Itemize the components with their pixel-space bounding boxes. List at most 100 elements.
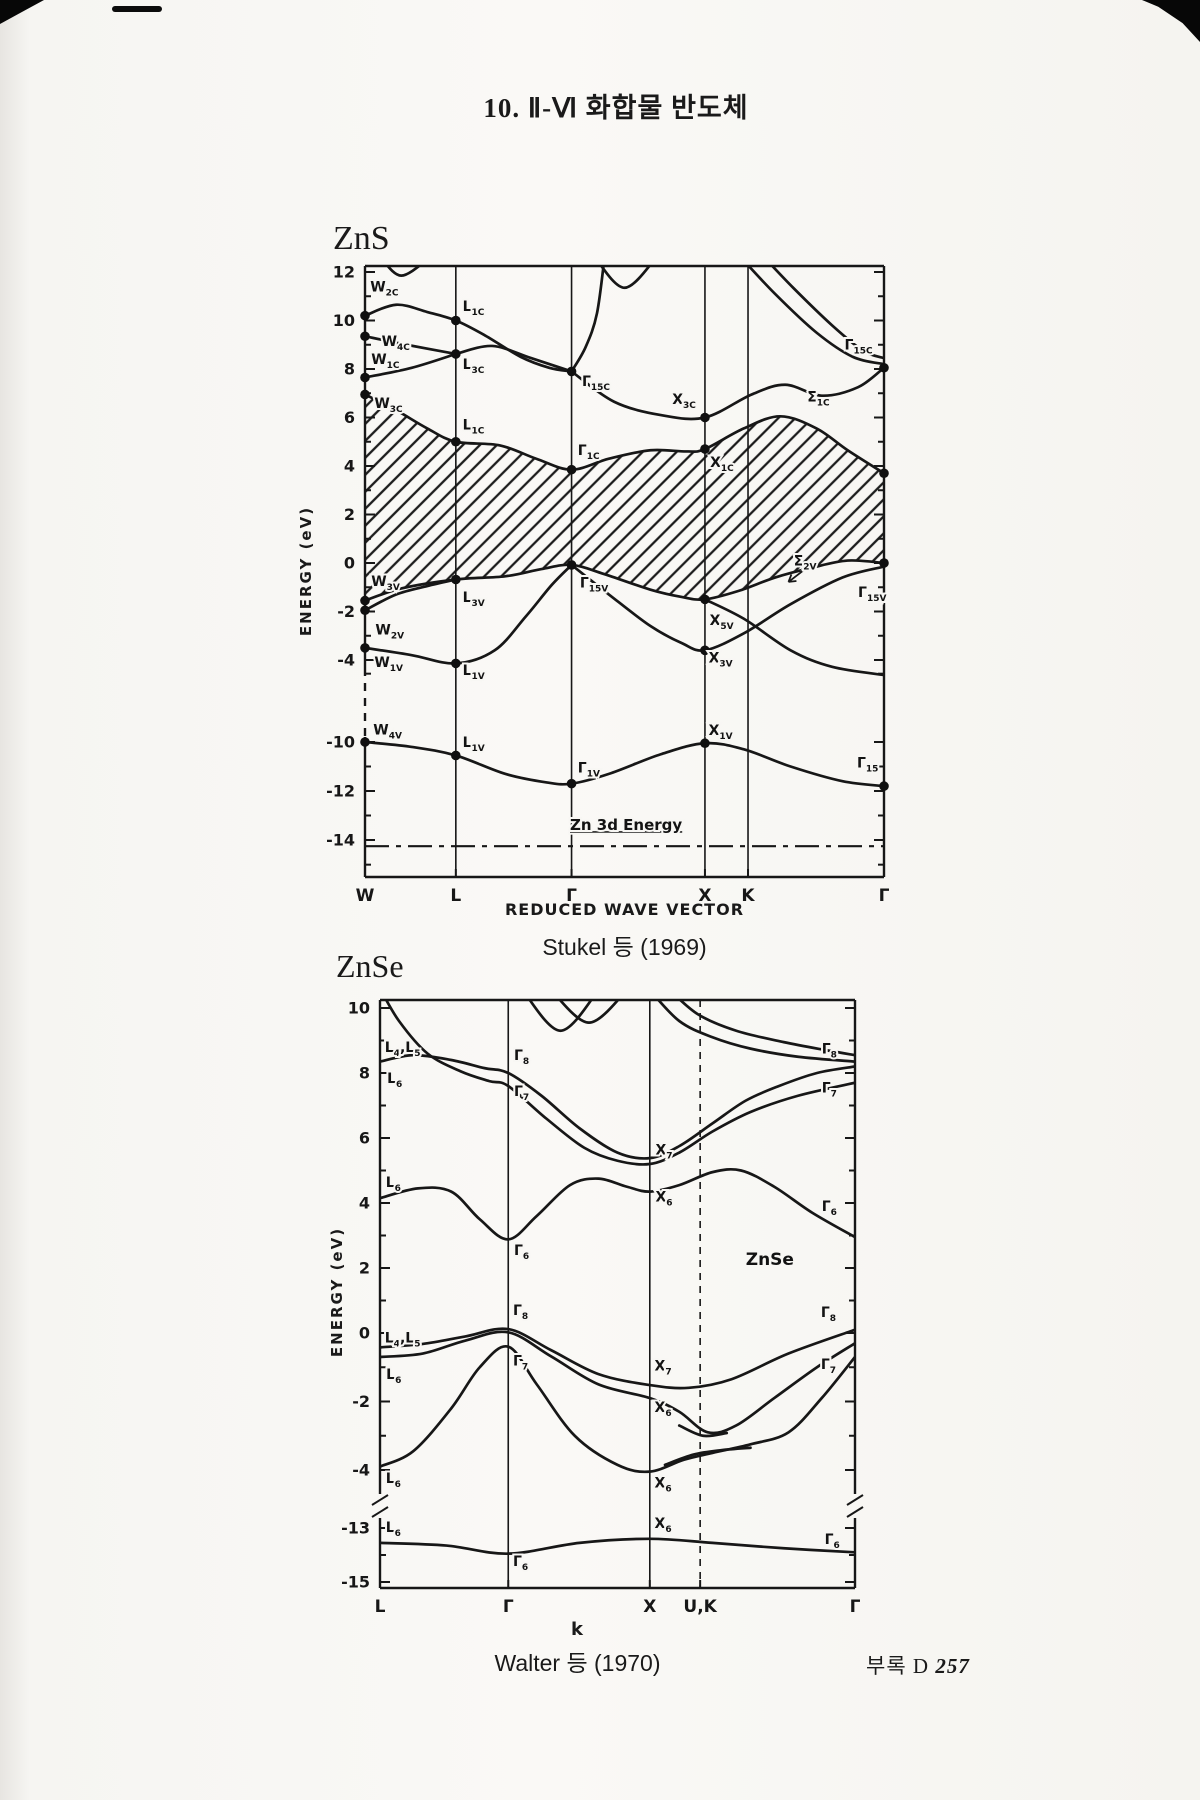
y-tick-label: 2 <box>344 505 355 524</box>
band-label: X7 <box>656 1142 673 1161</box>
band-label: W2V <box>375 623 404 642</box>
annotation-arrowhead <box>788 580 797 583</box>
band-curve <box>570 366 884 421</box>
band-curve <box>570 266 605 373</box>
band-label: X6 <box>655 1476 672 1495</box>
symmetry-point-dot <box>360 737 370 747</box>
symmetry-point-dot <box>700 444 710 454</box>
x-tick-label: L <box>450 886 461 906</box>
symmetry-point-dot <box>451 658 461 669</box>
band-label: X6 <box>656 1189 673 1208</box>
band-label: W1V <box>374 655 403 674</box>
symmetry-point-dot <box>566 778 577 789</box>
band-label: Γ7 <box>821 1357 836 1376</box>
band-curve <box>365 563 573 665</box>
band-curve <box>677 1424 729 1438</box>
y-tick-label: -15 <box>341 1573 370 1592</box>
symmetry-point-dot <box>566 366 577 377</box>
band-curve <box>384 1000 855 1166</box>
band-curve <box>385 266 422 277</box>
band-curve <box>365 393 884 475</box>
band-label: X1V <box>709 723 733 742</box>
symmetry-point-dot <box>451 349 461 359</box>
band-label: Γ7 <box>822 1081 837 1100</box>
band-curve <box>380 1167 855 1241</box>
band-curve <box>380 1327 855 1390</box>
band-label: W2C <box>370 279 399 298</box>
band-curve <box>380 1537 855 1556</box>
axis-break-mark <box>846 1494 864 1506</box>
band-label: W1C <box>371 352 400 371</box>
symmetry-point-dot <box>360 643 370 653</box>
y-tick-label: 10 <box>333 311 355 330</box>
figure-title-zns: ZnS <box>333 220 390 257</box>
band-curve <box>365 352 458 379</box>
band-curve <box>380 1053 855 1160</box>
y-tick-label: -2 <box>352 1392 370 1411</box>
band-curve <box>380 1330 855 1435</box>
band-curve <box>365 334 458 356</box>
energy-bands <box>380 1000 855 1556</box>
symmetry-point-dot <box>700 412 710 423</box>
band-curve <box>770 266 884 360</box>
band-curve <box>365 303 573 373</box>
symmetry-point-dot <box>566 560 577 570</box>
band-curve <box>599 266 652 290</box>
y-tick-label: -12 <box>326 782 355 801</box>
page-number: 부록 D 257 <box>866 1650 970 1680</box>
y-tick-label: 4 <box>359 1194 370 1213</box>
y-tick-label: -4 <box>352 1461 370 1480</box>
band-label: L1C <box>463 299 485 318</box>
band-label: X7 <box>655 1359 672 1378</box>
band-label: Γ15C <box>582 374 610 393</box>
appendix-prefix: 부록 <box>866 1654 907 1678</box>
x-tick-label: X <box>643 1597 656 1617</box>
y-tick-label: 2 <box>359 1259 370 1278</box>
band-label: W3V <box>371 574 400 593</box>
y-tick-label: -14 <box>326 831 355 850</box>
band-label: Zn 3d Energy <box>570 816 682 834</box>
symmetry-point-dot <box>700 645 710 656</box>
band-label: L3V <box>463 590 485 609</box>
page-number-value: 257 <box>935 1654 970 1678</box>
symmetry-point-dot <box>451 574 461 585</box>
x-tick-label: Γ <box>503 1597 514 1617</box>
band-label: Γ8 <box>822 1042 837 1061</box>
y-tick-label: 12 <box>333 263 355 282</box>
chart-ZnS: 12 10 8 6 4 2 0 -2 -4 -10 -12 -14 W L Γ X K Γ W2C L1C W4CW1C… <box>326 263 890 907</box>
page-title: 10. Ⅱ-Ⅵ 화합물 반도체 <box>483 93 749 123</box>
y-tick-label: 6 <box>359 1129 370 1148</box>
symmetry-point-dot <box>451 750 461 761</box>
band-label: W4C <box>382 334 411 353</box>
symmetry-point-dot <box>360 310 370 321</box>
y-tick-label: -13 <box>341 1519 370 1538</box>
band-curve <box>746 266 884 366</box>
band-curve <box>365 740 884 788</box>
band-curve <box>528 1000 593 1033</box>
figure-caption-znse: Walter 등 (1970) <box>494 1650 661 1676</box>
x-tick-label: Γ <box>850 1597 861 1617</box>
x-tick-label: Γ <box>879 886 890 906</box>
annotation-arrow <box>787 569 805 583</box>
hatched-gap-region <box>365 394 884 601</box>
y-tick-label: 0 <box>359 1324 370 1343</box>
band-label: Γ1C <box>578 443 600 462</box>
band-curve <box>663 1446 752 1467</box>
y-tick-label: -10 <box>326 733 355 752</box>
symmetry-point-dot <box>879 362 889 373</box>
figure-title-znse: ZnSe <box>336 948 404 984</box>
band-label: X1C <box>710 455 734 474</box>
y-tick-label: 8 <box>359 1064 370 1083</box>
band-label: L3C <box>463 357 485 376</box>
band-label: W4V <box>373 722 402 741</box>
axis-break-mark <box>371 1494 389 1506</box>
symmetry-point-dot <box>879 558 889 568</box>
band-label: L6 <box>386 1175 401 1194</box>
y-tick-label: -2 <box>337 602 355 621</box>
band-label: Σ1C <box>807 390 830 409</box>
band-curve <box>678 1000 855 1057</box>
band-label: Γ15V <box>580 575 608 594</box>
band-label: Γ6 <box>822 1199 837 1218</box>
band-label: L6 <box>387 1071 402 1090</box>
band-label: Γ1V <box>578 761 600 780</box>
